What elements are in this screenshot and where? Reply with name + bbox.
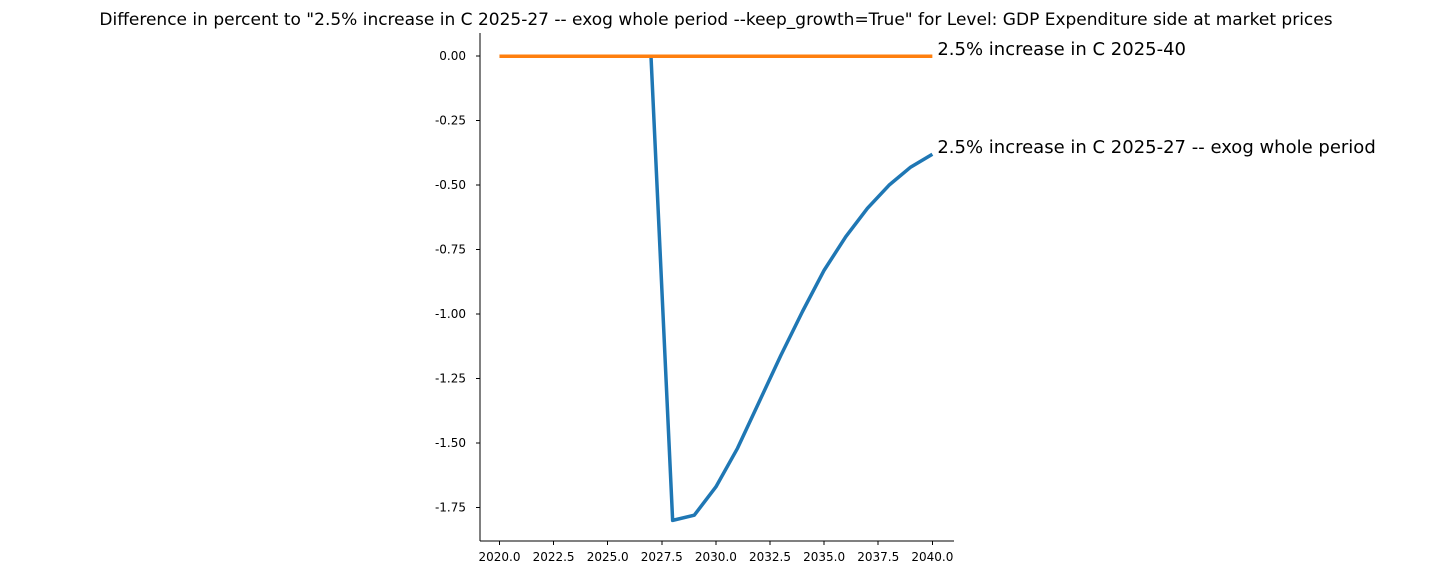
x-tick-label: 2020.0 xyxy=(478,550,520,564)
y-axis-ticks: 0.00 -0.25 -0.50 -0.75 -1.00 -1.25 -1.50 -1.75 xyxy=(435,49,480,514)
x-tick-label: 2032.5 xyxy=(749,550,791,564)
x-tick-label: 2022.5 xyxy=(533,550,575,564)
x-tick-label: 2035.0 xyxy=(803,550,845,564)
y-tick-label: -0.50 xyxy=(435,178,466,192)
x-tick-label: 2027.5 xyxy=(641,550,683,564)
y-tick-label: -1.00 xyxy=(435,307,466,321)
series-label-2: 2.5% increase in C 2025-40 xyxy=(937,39,1186,60)
series-label-1: 2.5% increase in C 2025-27 -- exog whole… xyxy=(937,137,1375,158)
x-tick-label: 2030.0 xyxy=(695,550,737,564)
y-tick-label: -0.75 xyxy=(435,243,466,257)
y-tick-label: -1.50 xyxy=(435,436,466,450)
y-tick-label: 0.00 xyxy=(439,49,466,63)
x-tick-label: 2040.0 xyxy=(911,550,953,564)
y-tick-label: -1.25 xyxy=(435,372,466,386)
series-lines xyxy=(499,54,934,523)
y-tick-label: -0.25 xyxy=(435,114,466,128)
chart-title: Difference in percent to "2.5% increase … xyxy=(99,10,1332,30)
series-line-1 xyxy=(499,54,934,523)
x-tick-label: 2025.0 xyxy=(587,550,629,564)
axes xyxy=(479,33,954,542)
y-tick-label: -1.75 xyxy=(435,500,466,514)
x-axis-ticks: 2020.0 2022.5 2025.0 2027.5 2030.0 2032.5 2035… xyxy=(478,541,953,564)
series-labels: 2.5% increase in C 2025-27 -- exog whole… xyxy=(937,39,1375,158)
x-tick-label: 2037.5 xyxy=(857,550,899,564)
